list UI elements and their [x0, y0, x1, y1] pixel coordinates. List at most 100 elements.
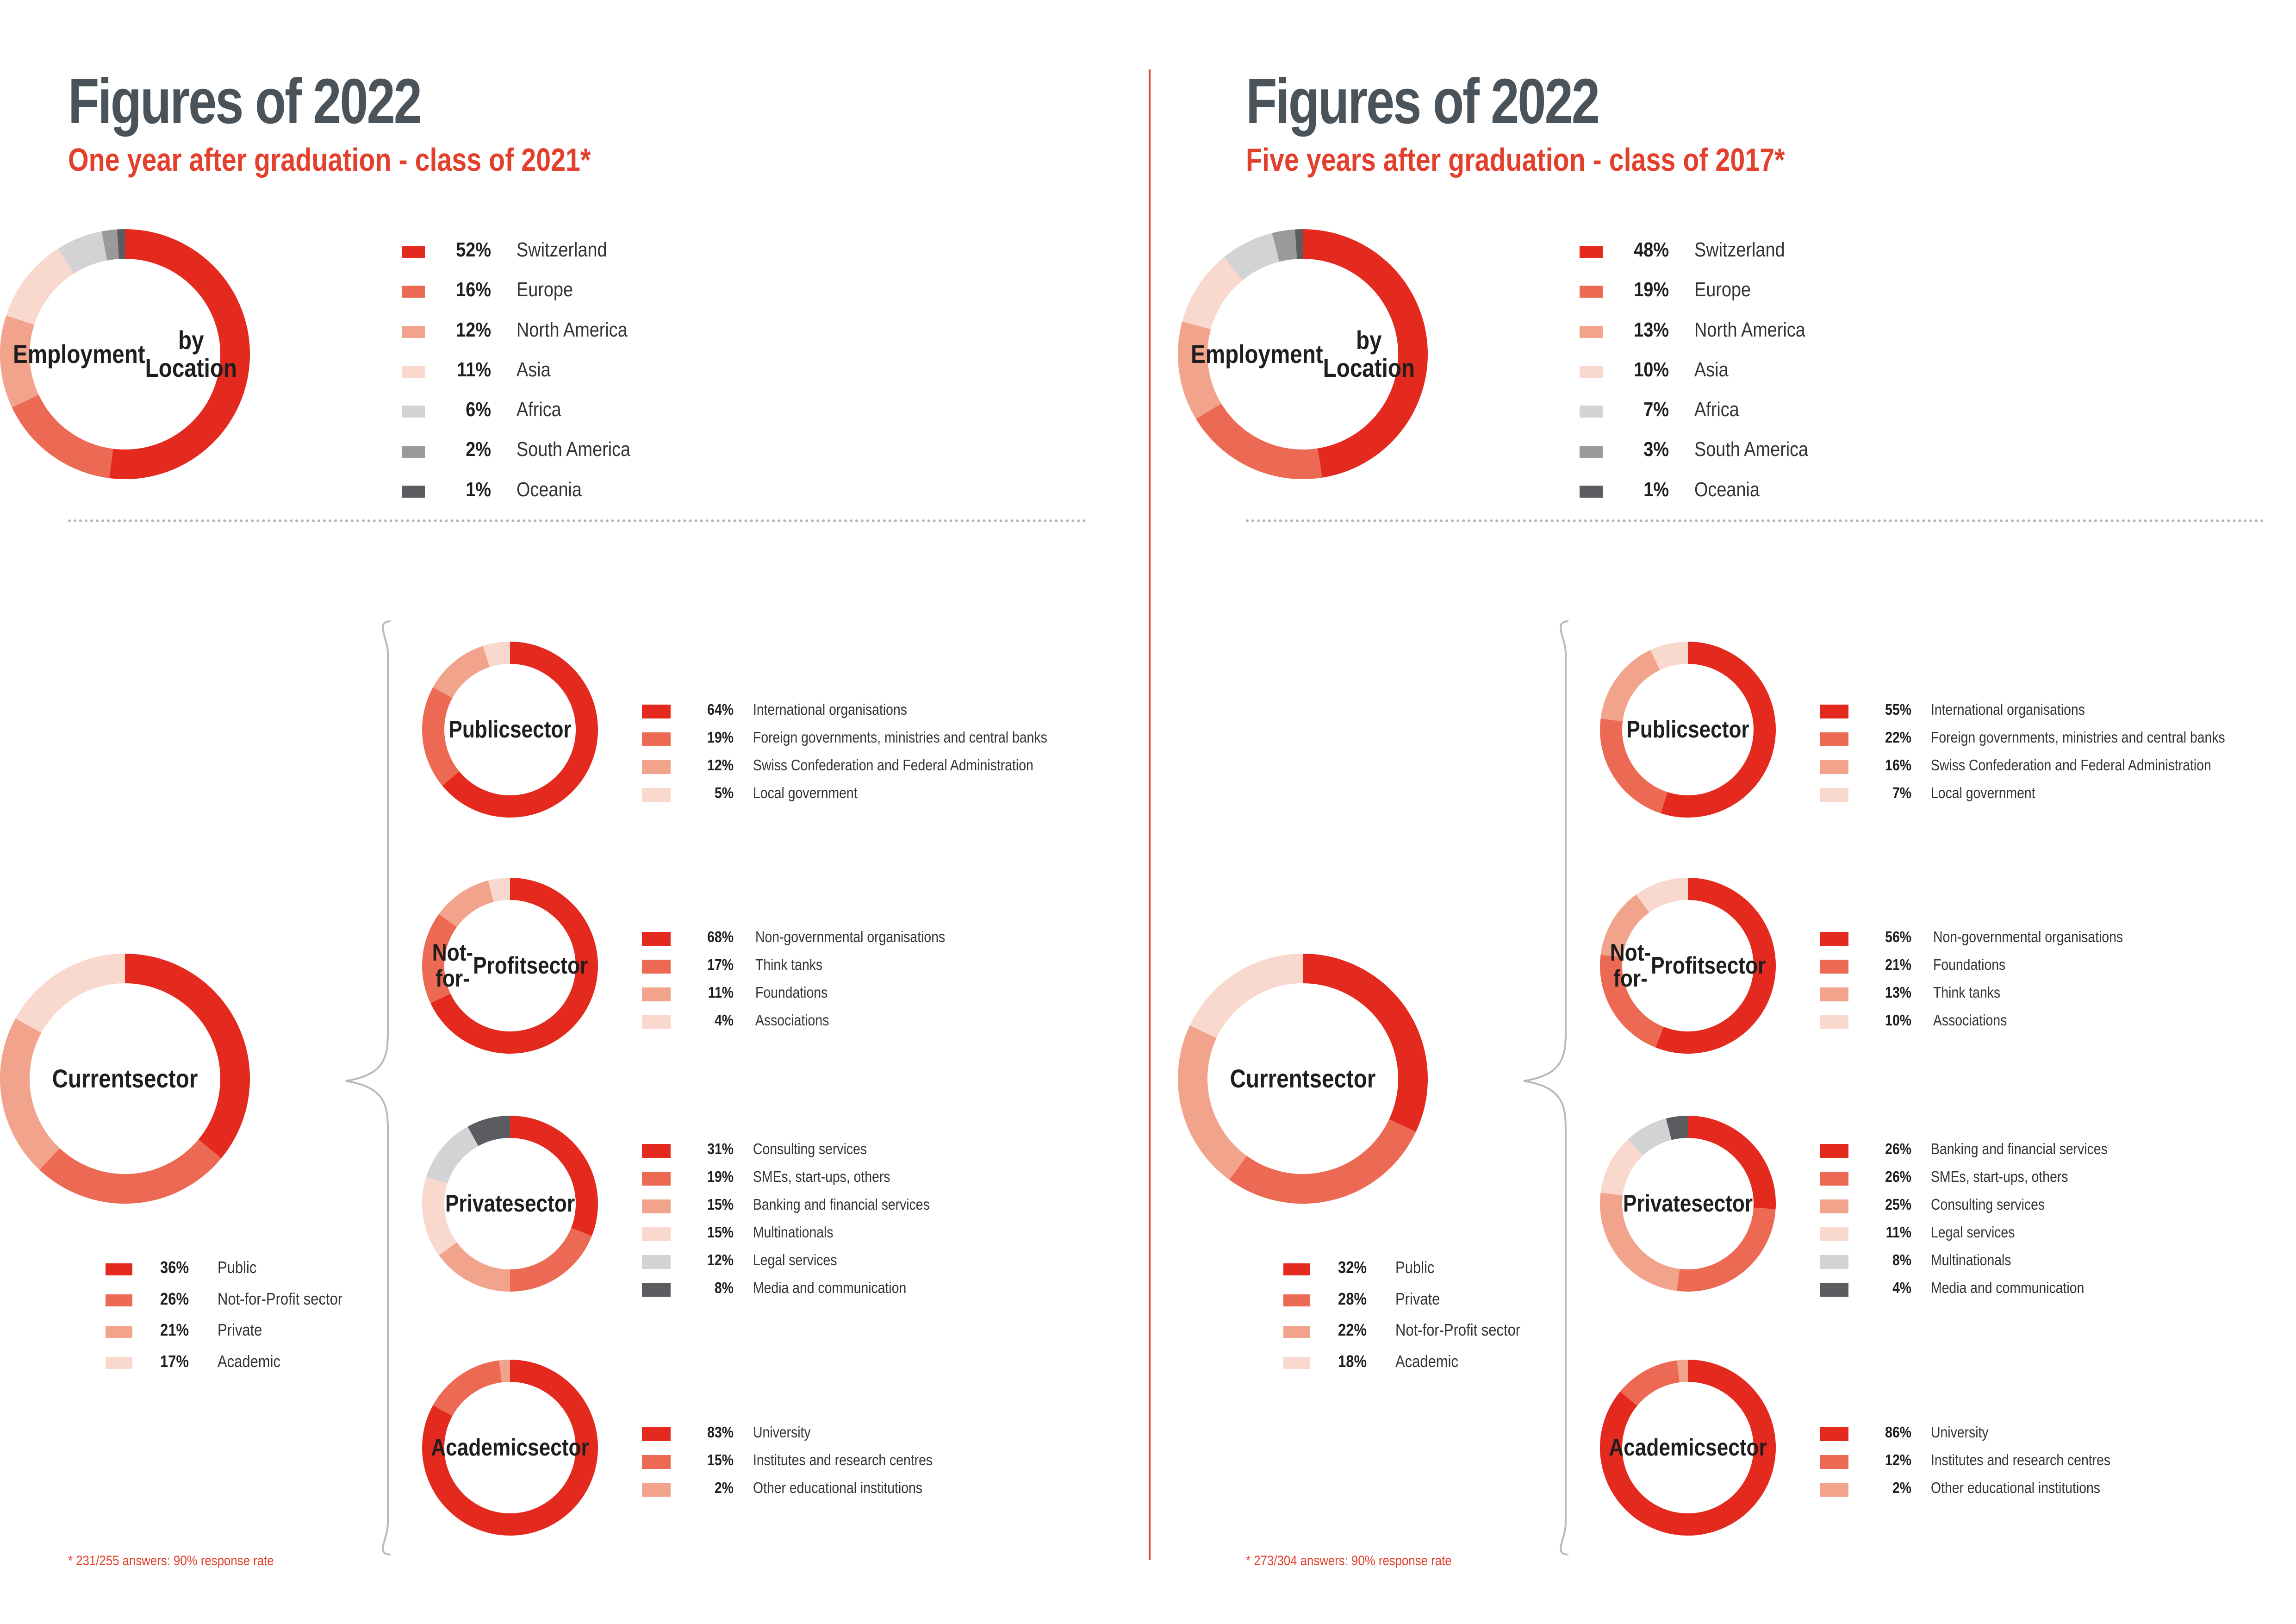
- slice-media-and-communication: [467, 1116, 510, 1146]
- legend-swatch: [1580, 325, 1603, 338]
- legend-label: Institutes and research centres: [753, 1451, 933, 1468]
- legend-percent: 19%: [707, 729, 734, 746]
- private-donut-svg: [1600, 1116, 1776, 1292]
- legend-swatch: [1820, 1199, 1848, 1213]
- legend-label: Associations: [755, 1012, 829, 1029]
- center-label-line: Profit: [1651, 952, 1705, 979]
- legend-swatch: [642, 760, 671, 774]
- panel-subtitle: Five years after graduation - class of 2…: [1246, 142, 1785, 178]
- legend-label: Europe: [516, 278, 573, 301]
- legend-label: Africa: [516, 398, 561, 421]
- legend-label: Switzerland: [516, 238, 607, 261]
- legend-swatch: [402, 246, 425, 258]
- slice-not-for-profit-sector: [1178, 1025, 1247, 1180]
- legend-label: Swiss Confederation and Federal Administ…: [1931, 756, 2211, 774]
- slice-media-and-communication: [1666, 1116, 1688, 1140]
- center-label-line: sector: [1309, 1063, 1376, 1093]
- legend-swatch: [106, 1294, 132, 1307]
- donut-center-label: Public sector: [436, 642, 585, 818]
- panel-five-years: Figures of 2022 Five years after graduat…: [1178, 0, 2296, 1624]
- legend-percent: 12%: [707, 756, 734, 774]
- donut-center-label: Academic sector: [431, 1360, 589, 1536]
- footnote: * 231/255 answers: 90% response rate: [68, 1553, 274, 1568]
- legend-swatch: [1820, 1227, 1848, 1241]
- legend-percent: 7%: [1892, 784, 1911, 801]
- sector-brace: [345, 620, 391, 1555]
- legend-percent: 25%: [1885, 1196, 1911, 1213]
- legend-label: Private: [218, 1320, 262, 1339]
- center-label-line: by Location: [145, 325, 237, 382]
- legend-label: International organisations: [753, 701, 907, 718]
- center-label-line: Public: [448, 716, 510, 743]
- legend-swatch: [106, 1325, 132, 1338]
- legend-swatch: [1820, 960, 1848, 974]
- legend-label: Institutes and research centres: [1931, 1451, 2111, 1468]
- legend-swatch: [402, 325, 425, 338]
- legend-label: Oceania: [516, 478, 582, 501]
- legend-swatch: [402, 406, 425, 418]
- academic-donut-svg: [422, 1360, 598, 1536]
- donut-center-label: Academic sector: [1609, 1360, 1767, 1536]
- academic-donut-chart: Academic sector: [1600, 1360, 1776, 1536]
- center-label-line: sector: [510, 716, 572, 743]
- private-donut-chart: Private sector: [422, 1116, 598, 1292]
- legend-label: University: [1931, 1424, 1989, 1441]
- legend-label: Multinationals: [753, 1224, 834, 1241]
- slice-europe: [12, 394, 113, 478]
- slice-public: [1302, 954, 1428, 1132]
- legend-label: Oceania: [1694, 478, 1760, 501]
- legend-label: Media and communication: [753, 1279, 907, 1296]
- slice-switzerland: [109, 229, 250, 479]
- legend-swatch: [642, 1015, 671, 1029]
- legend-percent: 2%: [466, 438, 491, 461]
- current-donut-svg: [0, 954, 250, 1204]
- slice-not-for-profit-sector: [39, 1139, 222, 1204]
- legend-label: Foreign governments, ministries and cent…: [1931, 729, 2225, 746]
- public-donut-chart: Public sector: [422, 642, 598, 818]
- slice-private: [1229, 1119, 1416, 1204]
- slice-north-america: [0, 315, 39, 407]
- slice-international-organisations: [1661, 642, 1776, 818]
- legend-percent: 10%: [1885, 1012, 1911, 1029]
- legend-swatch: [1820, 1172, 1848, 1186]
- center-label-line: by Location: [1323, 325, 1415, 382]
- center-label-line: sector: [526, 952, 588, 979]
- legend-swatch: [1580, 445, 1603, 458]
- legend-percent: 21%: [160, 1320, 189, 1339]
- legend-label: SMEs, start-ups, others: [753, 1168, 890, 1185]
- legend-percent: 18%: [1338, 1351, 1367, 1371]
- slice-local-government: [1650, 642, 1688, 670]
- nfp-donut-chart: Not-for- Profit sector: [1600, 878, 1776, 1054]
- current-donut-chart: Current sector: [0, 954, 250, 1204]
- legend-swatch: [642, 1455, 671, 1469]
- nfp-donut-chart: Not-for- Profit sector: [422, 878, 598, 1054]
- legend-percent: 12%: [707, 1251, 734, 1268]
- slice-multinationals: [422, 1176, 457, 1255]
- legend-label: Other educational institutions: [1931, 1479, 2101, 1496]
- slice-institutes-and-research-centres: [433, 1360, 502, 1417]
- center-label-line: Not-for-: [432, 939, 473, 992]
- legend-swatch: [642, 1483, 671, 1497]
- center-label-line: sector: [1704, 952, 1766, 979]
- center-label-line: sector: [528, 1434, 589, 1461]
- legend-swatch: [1820, 760, 1848, 774]
- center-label-line: Employment: [13, 339, 145, 369]
- slice-africa: [1224, 233, 1280, 281]
- legend-label: University: [753, 1424, 811, 1441]
- legend-swatch: [1283, 1325, 1310, 1338]
- slice-associations: [1636, 878, 1688, 913]
- slice-academic: [1189, 954, 1303, 1038]
- legend-percent: 56%: [1885, 928, 1911, 945]
- legend-percent: 11%: [708, 984, 734, 1001]
- slice-south-america: [101, 229, 119, 261]
- center-label-line: Private: [1623, 1190, 1692, 1217]
- legend-label: Academic: [218, 1351, 280, 1371]
- legend-percent: 2%: [714, 1479, 734, 1496]
- legend-percent: 22%: [1338, 1320, 1367, 1339]
- footnote: * 273/304 answers: 90% response rate: [1246, 1553, 1452, 1568]
- legend-label: Private: [1395, 1289, 1440, 1308]
- slice-legal-services: [426, 1126, 479, 1184]
- donut-center-label: Private sector: [436, 1116, 585, 1292]
- legend-label: Local government: [1931, 784, 2035, 801]
- slice-local-government: [483, 642, 510, 668]
